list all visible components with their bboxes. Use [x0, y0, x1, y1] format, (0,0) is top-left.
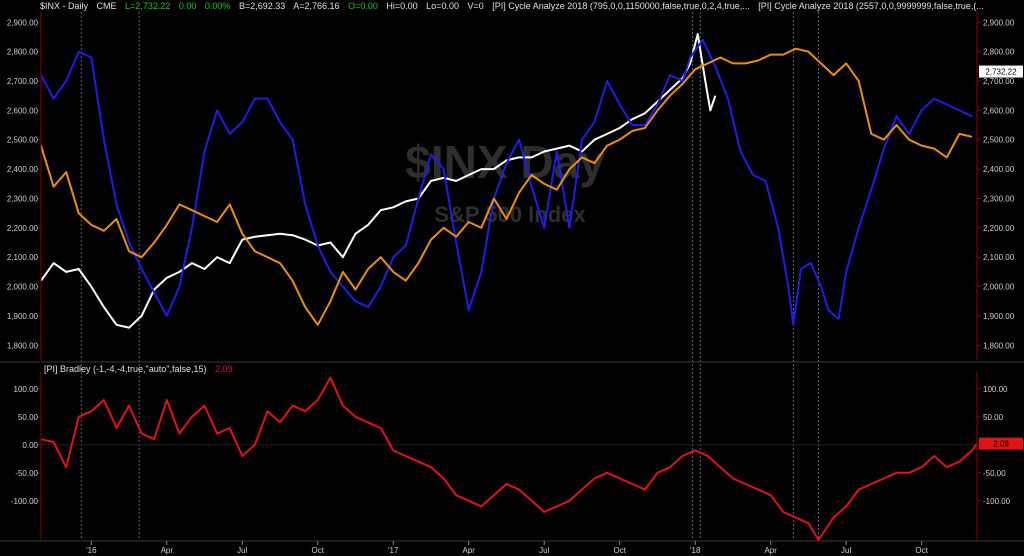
- series-line-blue: [40, 38, 973, 326]
- y-tick-label: 2,200.00: [983, 224, 1015, 233]
- x-tick-label: Jul: [237, 546, 247, 555]
- y-tick-label: 50.00: [983, 413, 1004, 422]
- change-pct: 0.00%: [204, 1, 231, 11]
- x-tick-label: Apr: [161, 546, 174, 555]
- y-tick-label: 2,700.00: [983, 77, 1015, 86]
- y-tick-label: 1,800.00: [983, 341, 1015, 350]
- x-tick-label: Jul: [841, 546, 851, 555]
- series-line-red: [40, 376, 978, 541]
- axis-layer: 1,800.00 1,800.00 1,900.00 1,900.00 2,000.00…: [7, 12, 1023, 555]
- y-tick-label: 2,300.00: [7, 194, 39, 203]
- y-tick-label: 2,900.00: [983, 18, 1015, 27]
- x-tick-label: '16: [86, 546, 97, 555]
- exchange-label: CME: [96, 1, 117, 11]
- x-tick-label: Oct: [613, 546, 626, 555]
- hi-value: Hi=0.00: [386, 1, 418, 11]
- y-tick-label: 2,800.00: [983, 48, 1015, 57]
- last-price: L=2,732.22: [125, 1, 171, 11]
- bradley-tag-box: [979, 437, 1023, 450]
- y-tick-label: 2,000.00: [983, 283, 1015, 292]
- bradley-value: 2.09: [214, 364, 233, 374]
- y-tick-label: 100.00: [14, 385, 39, 394]
- bid-value: B=2,692.33: [238, 1, 286, 11]
- y-tick-label: 2,100.00: [983, 253, 1015, 262]
- series-line-white: [40, 33, 717, 329]
- y-tick-label: 1,900.00: [983, 312, 1015, 321]
- y-tick-label: 2,500.00: [983, 136, 1015, 145]
- x-tick-label: Jul: [539, 546, 549, 555]
- ask-value: A=2,766.16: [293, 1, 340, 11]
- y-tick-label: 2,700.00: [7, 77, 39, 86]
- y-tick-label: -100.00: [11, 497, 39, 506]
- open-value: O=0.00: [348, 1, 378, 11]
- last-price-tag-box: [979, 65, 1023, 78]
- grid-layer: [0, 12, 1024, 542]
- study2-label[interactable]: [PI] Cycle Analyze 2018 (2557,0,0,999999…: [758, 1, 984, 11]
- y-tick-label: 2,100.00: [7, 253, 39, 262]
- y-tick-label: 2,600.00: [7, 106, 39, 115]
- volume-value: V=0: [467, 1, 484, 11]
- series-line-orange: [40, 47, 973, 326]
- y-tick-label: 2,400.00: [983, 165, 1015, 174]
- y-tick-label: -100.00: [983, 497, 1011, 506]
- y-tick-label: 2,200.00: [7, 224, 39, 233]
- y-tick-label: 2,400.00: [7, 165, 39, 174]
- lower-header: [PI] Bradley (-1,-4,-4,true,"auto",false…: [44, 364, 239, 374]
- y-tick-label: 2,300.00: [983, 194, 1015, 203]
- bradley-label[interactable]: [PI] Bradley (-1,-4,-4,true,"auto",false…: [44, 364, 207, 374]
- last-price-tag-text: 2,732.22: [985, 68, 1017, 77]
- lo-value: Lo=0.00: [426, 1, 459, 11]
- y-tick-label: -50.00: [15, 469, 38, 478]
- x-tick-label: '18: [690, 546, 701, 555]
- y-tick-label: -50.00: [983, 469, 1006, 478]
- y-tick-label: 2,500.00: [7, 136, 39, 145]
- symbol-label[interactable]: $INX - Daily: [40, 1, 89, 11]
- y-tick-label: 1,900.00: [7, 312, 39, 321]
- series-layer: [40, 33, 978, 541]
- x-tick-label: Oct: [915, 546, 928, 555]
- y-tick-label: 2,600.00: [983, 106, 1015, 115]
- x-tick-label: Oct: [312, 546, 325, 555]
- upper-header: $INX - Daily CME L=2,732.22 0.00 0.00% B…: [40, 1, 990, 11]
- change-value: 0.00: [178, 1, 197, 11]
- y-tick-label: 0.00: [22, 441, 38, 450]
- x-tick-label: Apr: [764, 546, 777, 555]
- y-tick-label: 50.00: [18, 413, 39, 422]
- x-tick-label: '17: [388, 546, 399, 555]
- watermark-subtitle: S&P 500 Index: [434, 202, 586, 227]
- y-tick-label: 1,800.00: [7, 341, 39, 350]
- y-tick-label: 2,000.00: [7, 283, 39, 292]
- x-tick-label: Apr: [463, 546, 476, 555]
- y-tick-label: 2,900.00: [7, 18, 39, 27]
- study1-label[interactable]: [PI] Cycle Analyze 2018 (795,0,0,1150000…: [492, 1, 750, 11]
- y-tick-label: 100.00: [983, 385, 1008, 394]
- y-tick-label: 2,800.00: [7, 48, 39, 57]
- bradley-tag-text: 2.09: [993, 440, 1009, 449]
